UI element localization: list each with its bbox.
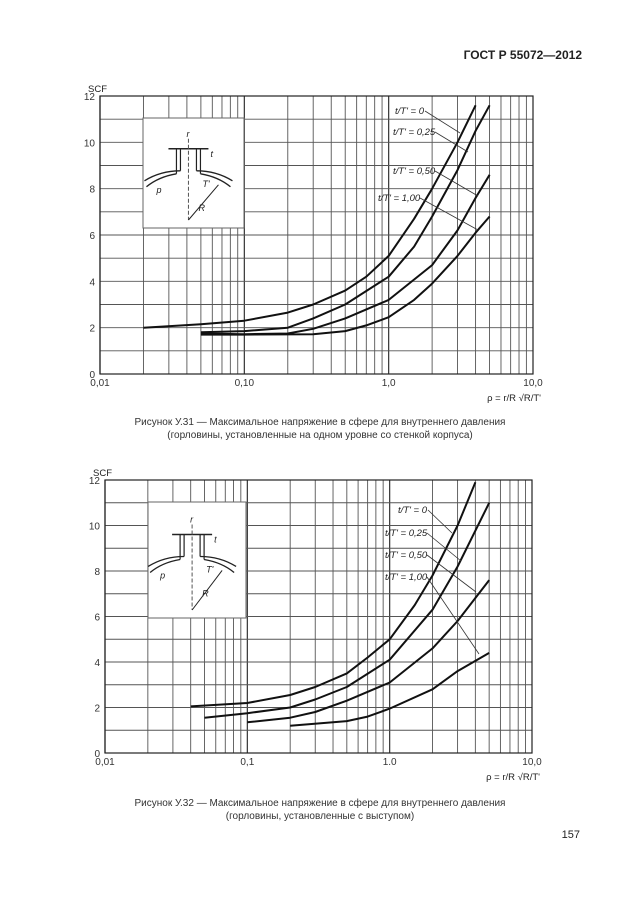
series-label: t/T' = 0 [398, 505, 428, 516]
diagram-label-t: t [210, 149, 213, 159]
x-tick-label: 0,1 [240, 757, 254, 768]
y-tick-label: 12 [89, 476, 101, 487]
y-axis-label: SCF [93, 468, 112, 479]
caption-line: Рисунок У.32 — Максимальное напряжение в… [134, 798, 506, 809]
nozzle-walls [175, 148, 202, 174]
series-line [190, 481, 477, 708]
geometry-inset-diagram: r t T' Rp [147, 501, 247, 619]
caption-line: (горловины, установленные с выступом) [225, 811, 415, 822]
x-tick-label: 10,0 [522, 757, 542, 768]
series-leader-line [426, 554, 477, 593]
diagram-label-r: r [186, 129, 190, 139]
shell-walls [144, 170, 233, 188]
series-line [204, 502, 491, 719]
y-tick-label: 10 [84, 138, 96, 149]
y-tick-label: 0 [89, 370, 95, 381]
chart-1: 0 2 4 6 8 10 12 0,01 0,10 1,0 10,0 SCF ρ = r/R √R/T'… [84, 84, 543, 404]
x-tick-label: 1,0 [382, 378, 396, 389]
series-line [247, 579, 490, 724]
series-line [200, 215, 491, 336]
figure-caption-1: Рисунок У.31 — Максимальное напряжение в… [60, 416, 580, 442]
series-label: t/T' = 1,00 [378, 193, 421, 204]
series-label: t/T' = 0,50 [393, 166, 436, 177]
plot-frame [104, 479, 533, 754]
y-tick-label: 6 [94, 613, 100, 624]
x-tick-label: 0,10 [235, 378, 255, 389]
diagram-label-T: T' [202, 179, 209, 189]
page-number: 157 [561, 829, 580, 841]
series-label: t/T' = 0,25 [393, 127, 436, 138]
figure-caption-2: Рисунок У.32 — Максимальное напряжение в… [60, 797, 580, 823]
series-leader-line [434, 131, 469, 153]
series-label: t/T' = 0,25 [385, 528, 428, 539]
geometry-inset-diagram: r t T' Rp [142, 117, 245, 229]
diagram-label-p: p [159, 570, 165, 580]
diagram-label-r: r [190, 514, 194, 524]
series-leader-line [427, 509, 453, 534]
inset-frame [142, 117, 245, 229]
caption-line: (горловины, установленные на одном уровн… [167, 430, 473, 441]
x-axis-label: ρ = r/R √R/T' [486, 772, 540, 783]
diagram-label-R: R [198, 203, 205, 213]
x-tick-label: 0,01 [95, 757, 115, 768]
y-tick-label: 10 [89, 522, 101, 533]
x-axis-label: ρ = r/R √R/T' [487, 393, 541, 404]
y-tick-label: 8 [89, 185, 95, 196]
x-tick-label: 10,0 [523, 378, 543, 389]
series-line [200, 104, 491, 334]
x-tick-label: 0,01 [90, 378, 110, 389]
series-leader-line [419, 197, 479, 231]
inset-frame [147, 501, 247, 619]
y-tick-label: 6 [89, 231, 95, 242]
diagram-label-T: T' [206, 564, 213, 574]
caption-line: Рисунок У.31 — Максимальное напряжение в… [134, 417, 506, 428]
series-leader-line [434, 170, 479, 197]
y-tick-label: 4 [89, 277, 95, 288]
diagram-label-t: t [214, 534, 217, 544]
x-tick-label: 1.0 [383, 757, 397, 768]
y-tick-label: 4 [94, 658, 100, 669]
y-tick-label: 12 [84, 92, 96, 103]
series-leader-line [424, 110, 461, 134]
nozzle-walls [179, 534, 205, 560]
y-tick-label: 0 [94, 749, 100, 760]
y-tick-label: 2 [89, 324, 95, 335]
series-label: t/T' = 0 [395, 106, 425, 117]
y-tick-label: 8 [94, 567, 100, 578]
series-line [290, 652, 490, 727]
series-label: t/T' = 1,00 [385, 572, 428, 583]
plot-frame [99, 95, 534, 375]
y-tick-label: 2 [94, 704, 100, 715]
series-leader-line [426, 532, 462, 562]
document-id: ГОСТ Р 55072—2012 [463, 48, 582, 62]
diagram-label-p: p [155, 185, 161, 195]
y-axis-label: SCF [88, 84, 107, 95]
series-leader-line [426, 576, 480, 655]
radius-line [188, 184, 219, 221]
series-line [143, 104, 477, 329]
shell-walls [147, 555, 237, 573]
radius-line [191, 570, 223, 611]
chart-2: 0 2 4 6 8 10 12 0,01 0,1 1.0 10,0 SCF ρ = r/R √R/T' r… [89, 468, 542, 783]
diagram-label-R: R [202, 588, 209, 598]
series-label: t/T' = 0,50 [385, 550, 428, 561]
